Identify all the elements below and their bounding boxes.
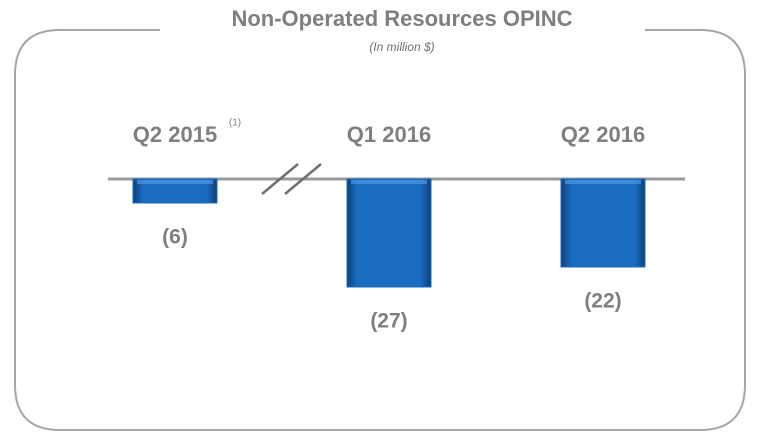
bar bbox=[346, 178, 432, 288]
value-label: (22) bbox=[584, 290, 621, 313]
x-tick-label: Q2 2016 bbox=[561, 122, 645, 147]
value-label: (6) bbox=[162, 226, 188, 249]
bar-highlight bbox=[137, 180, 213, 184]
chart-subtitle: (In million $) bbox=[369, 40, 434, 54]
bar-highlight bbox=[351, 180, 427, 184]
axis-break bbox=[261, 163, 322, 195]
chart-title: Non-Operated Resources OPINC bbox=[231, 6, 572, 31]
x-tick-label: Q2 2015 bbox=[133, 122, 217, 147]
x-tick-label: Q1 2016 bbox=[347, 122, 431, 147]
value-label: (27) bbox=[370, 310, 407, 333]
footnote-marker: (1) bbox=[229, 118, 241, 129]
bar bbox=[560, 178, 646, 268]
bar-highlight bbox=[565, 180, 641, 184]
frame bbox=[14, 29, 746, 431]
